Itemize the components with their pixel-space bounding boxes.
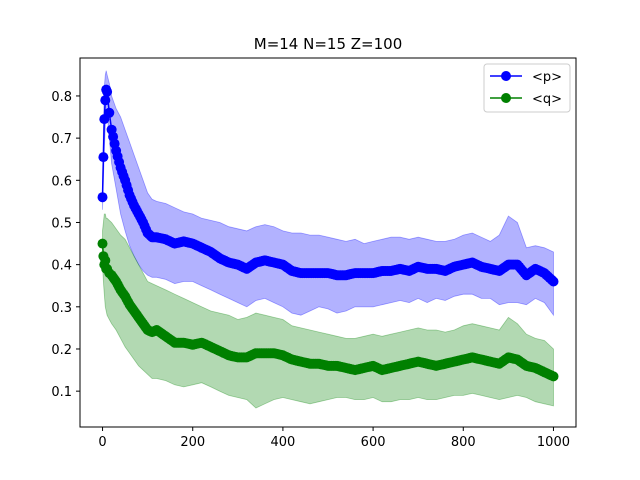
series-points bbox=[97, 84, 559, 382]
data-point-p bbox=[97, 192, 108, 203]
y-tick-label: 0.1 bbox=[51, 385, 72, 400]
y-tick-label: 0.8 bbox=[51, 90, 72, 105]
x-tick-label: 200 bbox=[180, 435, 205, 450]
legend-label-q: <q> bbox=[532, 92, 562, 107]
y-tick-label: 0.3 bbox=[51, 301, 72, 316]
x-tick-label: 1000 bbox=[537, 435, 570, 450]
data-point-p bbox=[104, 107, 115, 118]
legend-marker-p bbox=[501, 71, 511, 81]
y-tick-label: 0.4 bbox=[51, 259, 72, 274]
data-point-p bbox=[102, 86, 113, 97]
x-axis: 0 200 400 600 800 1000 bbox=[98, 427, 570, 450]
legend-label-p: <p> bbox=[532, 70, 562, 85]
x-tick-label: 600 bbox=[361, 435, 386, 450]
x-tick-label: 0 bbox=[98, 435, 106, 450]
series-markers-q bbox=[97, 238, 559, 382]
data-point-p bbox=[98, 152, 109, 163]
plot-frame bbox=[79, 57, 577, 428]
legend: <p> <q> bbox=[483, 63, 571, 113]
data-point-p bbox=[100, 95, 111, 106]
y-axis: 0.1 0.2 0.3 0.4 0.5 0.6 0.7 0.8 bbox=[51, 90, 80, 400]
chart-title: M=14 N=15 Z=100 bbox=[254, 35, 402, 53]
legend-marker-q bbox=[501, 93, 511, 103]
data-point-q bbox=[100, 255, 111, 266]
series-markers-p bbox=[97, 84, 559, 287]
x-tick-label: 800 bbox=[451, 435, 476, 450]
band-q bbox=[102, 213, 554, 409]
x-tick-label: 400 bbox=[270, 435, 295, 450]
data-point-q bbox=[97, 238, 108, 249]
y-tick-label: 0.5 bbox=[51, 216, 72, 231]
y-tick-label: 0.2 bbox=[51, 343, 72, 358]
y-tick-label: 0.7 bbox=[51, 132, 72, 147]
data-point-q bbox=[548, 371, 559, 382]
y-tick-label: 0.6 bbox=[51, 174, 72, 189]
data-point-p bbox=[548, 276, 559, 287]
